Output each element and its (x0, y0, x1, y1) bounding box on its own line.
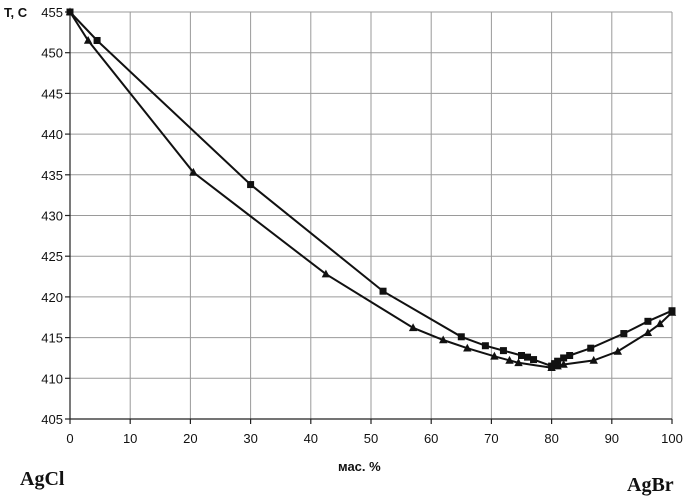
y-tick-label: 410 (41, 371, 63, 386)
x-tick-labels: 0 10 20 30 40 50 60 70 80 90 100 (66, 419, 682, 446)
left-component-label: AgCl (20, 468, 65, 490)
right-component-label: AgBr (627, 474, 674, 496)
square-marker (524, 354, 531, 361)
square-marker (566, 352, 573, 359)
square-marker (380, 288, 387, 295)
square-marker (587, 345, 594, 352)
y-tick-label: 420 (41, 290, 63, 305)
grid (70, 12, 672, 419)
square-marker (644, 318, 651, 325)
y-tick-label: 435 (41, 168, 63, 183)
y-axis-label: T, C (4, 5, 28, 20)
x-tick-label: 80 (544, 431, 558, 446)
square-marker (530, 356, 537, 363)
square-marker (482, 342, 489, 349)
x-tick-label: 70 (484, 431, 498, 446)
y-tick-label: 455 (41, 5, 63, 20)
y-tick-label: 430 (41, 209, 63, 224)
x-axis-label: мас. % (338, 459, 381, 474)
x-tick-label: 30 (243, 431, 257, 446)
x-tick-label: 20 (183, 431, 197, 446)
square-marker (247, 181, 254, 188)
triangle-marker (409, 323, 417, 331)
x-tick-label: 50 (364, 431, 378, 446)
x-tick-label: 90 (605, 431, 619, 446)
square-marker (500, 347, 507, 354)
y-tick-label: 405 (41, 412, 63, 427)
x-tick-label: 0 (66, 431, 73, 446)
y-tick-label: 450 (41, 46, 63, 61)
triangle-marker (614, 347, 622, 355)
x-tick-label: 60 (424, 431, 438, 446)
y-tick-labels: 405 410 415 420 425 430 435 440 445 450 455 (41, 5, 70, 427)
x-tick-label: 100 (661, 431, 683, 446)
x-tick-label: 40 (304, 431, 318, 446)
y-tick-label: 445 (41, 86, 63, 101)
square-marker (458, 333, 465, 340)
square-marker (620, 330, 627, 337)
y-tick-label: 425 (41, 249, 63, 264)
x-tick-label: 10 (123, 431, 137, 446)
square-marker (518, 352, 525, 359)
y-tick-label: 415 (41, 331, 63, 346)
square-marker (94, 37, 101, 44)
y-tick-label: 440 (41, 127, 63, 142)
